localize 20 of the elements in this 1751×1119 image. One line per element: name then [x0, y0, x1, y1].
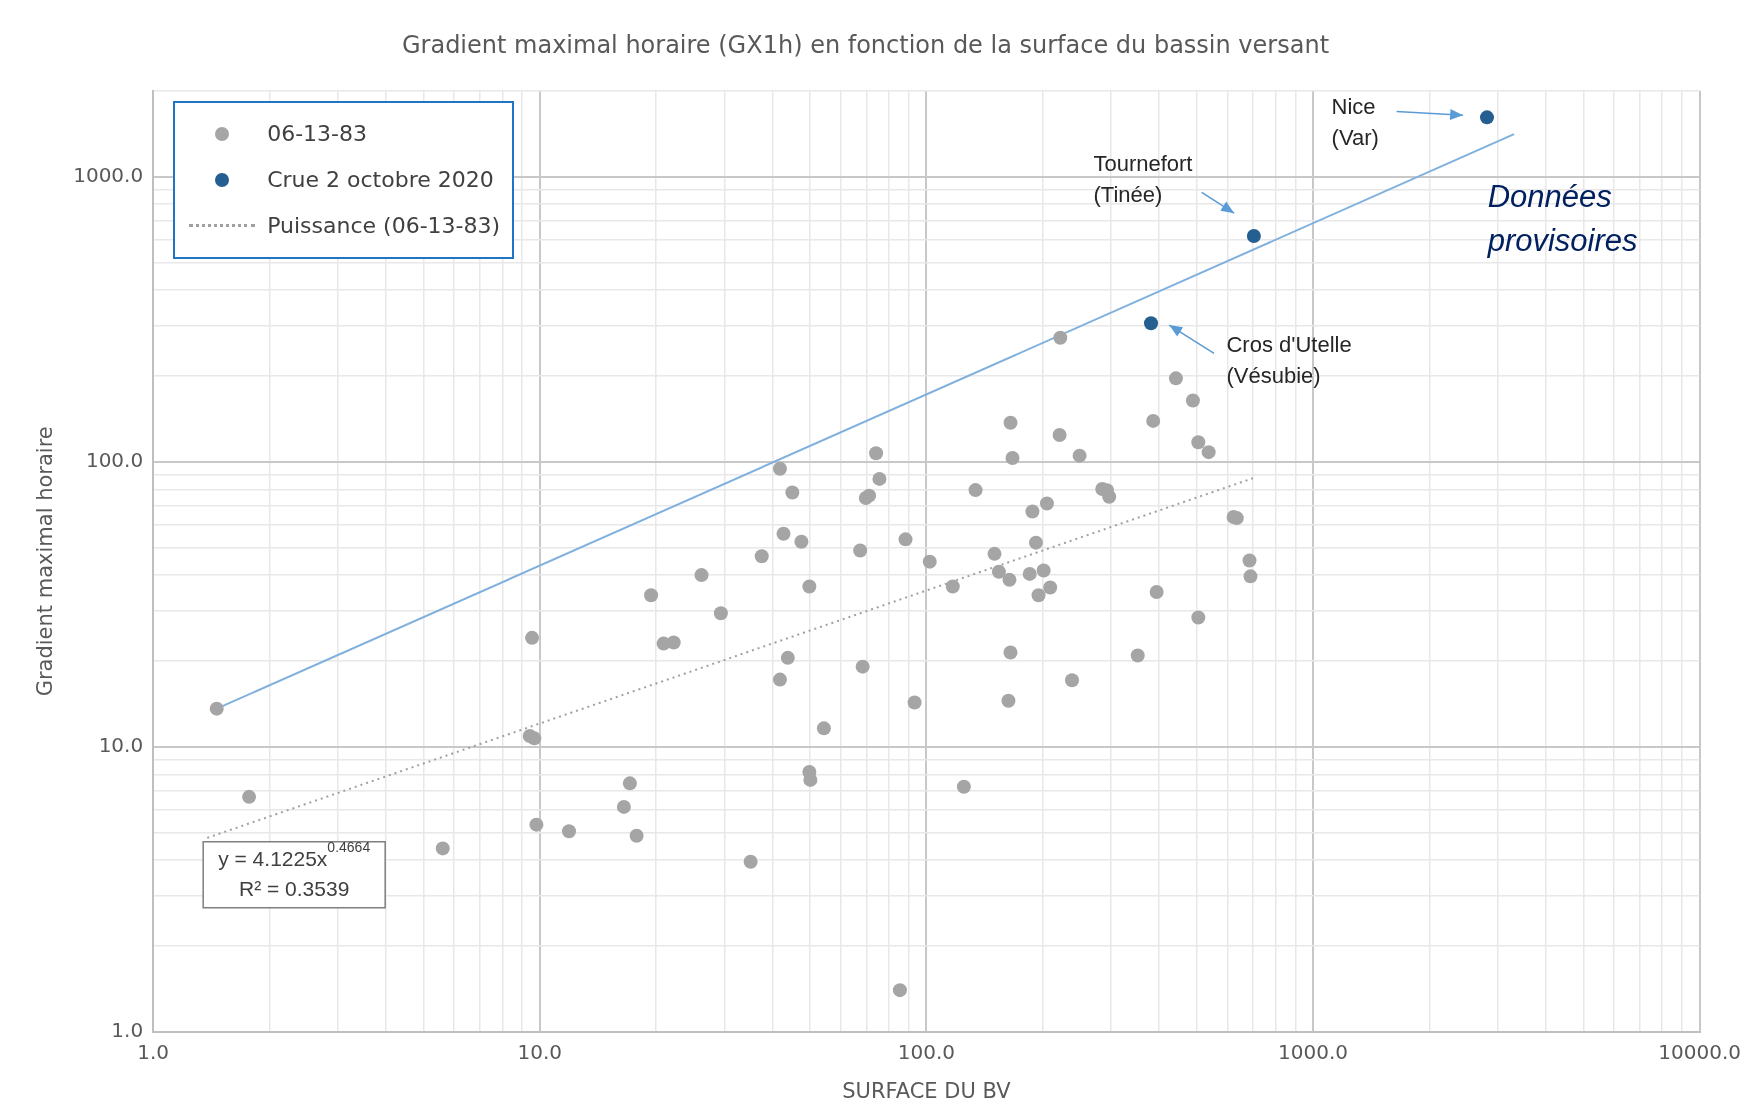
- y-tick-label: 100.0: [85, 447, 144, 472]
- x-axis-title: SURFACE DU BV: [842, 1078, 1012, 1103]
- x-tick-label: 100.0: [897, 1040, 956, 1064]
- x-tick-label: 10.0: [517, 1040, 563, 1064]
- x-tick-label: 1.0: [137, 1040, 170, 1064]
- annotation: Cros d'Utelle (Vésubie): [1226, 331, 1352, 388]
- legend-label: Puissance (06-13-83): [267, 213, 501, 239]
- legend-label: 06-13-83: [267, 121, 368, 147]
- x-tick-label: 10000.0: [1658, 1040, 1742, 1064]
- y-tick-label: 10.0: [98, 732, 144, 757]
- chart-title: Gradient maximal horaire (GX1h) en fonction de la surface du bassin versant: [401, 30, 1330, 59]
- annotation: Nice (Var): [1331, 93, 1379, 150]
- y-tick-label: 1000.0: [73, 162, 144, 187]
- legend-label: Crue 2 octobre 2020: [267, 167, 494, 193]
- y-tick-label: 1.0: [111, 1018, 144, 1042]
- annotation: R² = 0.3539: [239, 877, 350, 901]
- annotation: Tournefort (Tinée): [1093, 150, 1193, 207]
- x-tick-label: 1000.0: [1278, 1040, 1349, 1064]
- y-axis-title: Gradient maximal horaire: [33, 426, 58, 697]
- annotation: Données provisoires: [1486, 178, 1638, 258]
